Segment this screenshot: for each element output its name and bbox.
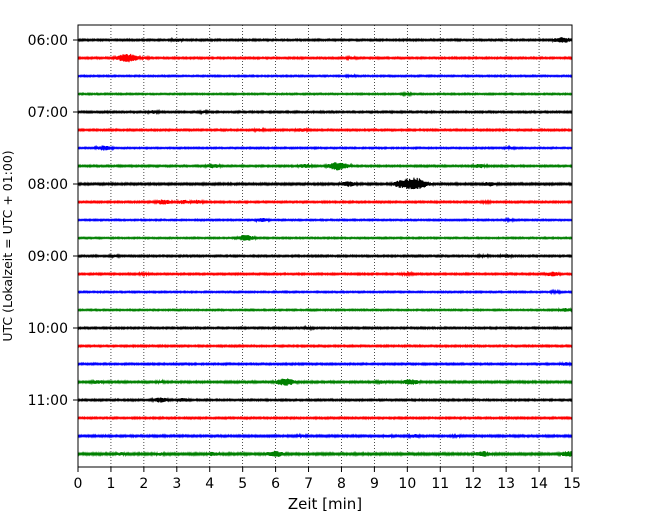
trace-line <box>77 324 573 332</box>
trace-line <box>77 90 573 98</box>
trace-line <box>77 378 573 386</box>
seismic-traces <box>77 36 573 458</box>
y-tick-label: 08:00 <box>28 177 68 193</box>
trace-line <box>77 126 573 134</box>
x-tick-label: 14 <box>530 476 548 492</box>
x-tick-label: 8 <box>337 476 346 492</box>
trace-line <box>77 53 573 63</box>
x-tick-label: 3 <box>172 476 181 492</box>
trace-line <box>77 307 573 313</box>
y-tick-label: 09:00 <box>28 249 68 265</box>
x-tick-label: 11 <box>431 476 449 492</box>
y-axis-ticks: 06:00 07:00 08:00 09:00 10:00 11:00 <box>28 33 78 409</box>
trace-line <box>77 234 573 241</box>
x-tick-label: 13 <box>497 476 515 492</box>
plot-frame <box>77 24 573 468</box>
trace-line <box>77 144 573 152</box>
y-axis-label: UTC (Lokalzeit = UTC + 01:00) <box>0 150 15 341</box>
trace-line <box>77 270 573 278</box>
trace-line <box>77 396 573 404</box>
trace-line <box>77 288 573 296</box>
x-tick-label: 4 <box>205 476 214 492</box>
x-tick-label: 9 <box>370 476 379 492</box>
trace-line <box>77 198 573 206</box>
trace-line <box>77 108 573 116</box>
trace-line <box>77 177 573 190</box>
trace-line <box>77 343 573 349</box>
trace-line <box>77 415 573 421</box>
x-axis-label: Zeit [min] <box>288 495 362 513</box>
trace-line <box>77 36 573 44</box>
x-tick-label: 6 <box>271 476 280 492</box>
y-tick-label: 07:00 <box>28 105 68 121</box>
x-axis-ticks: 0 1 2 3 4 5 6 7 8 9 10 11 12 13 14 15 <box>74 467 581 492</box>
x-tick-label: 10 <box>398 476 416 492</box>
trace-line <box>77 360 573 367</box>
x-tick-label: 1 <box>106 476 115 492</box>
y-tick-label: 11:00 <box>28 393 68 409</box>
y-tick-label: 10:00 <box>28 321 68 337</box>
trace-line <box>77 432 573 440</box>
y-tick-label: 06:00 <box>28 33 68 49</box>
x-tick-label: 0 <box>74 476 83 492</box>
trace-line <box>77 73 573 79</box>
x-tick-label: 15 <box>563 476 581 492</box>
trace-line <box>77 216 573 224</box>
trace-line <box>77 162 573 171</box>
x-tick-label: 7 <box>304 476 313 492</box>
x-tick-label: 2 <box>139 476 148 492</box>
x-tick-label: 12 <box>464 476 482 492</box>
trace-line <box>77 450 573 458</box>
trace-line <box>77 252 573 260</box>
x-tick-label: 5 <box>238 476 247 492</box>
